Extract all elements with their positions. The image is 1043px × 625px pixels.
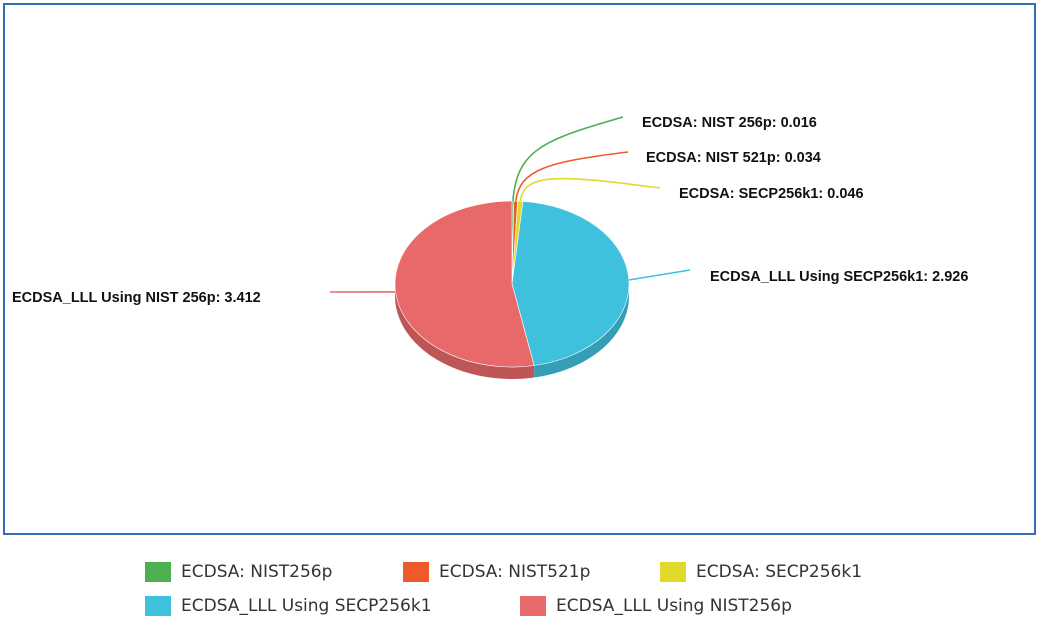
pie-slice-side [534, 284, 629, 378]
slice-data-label: ECDSA: SECP256k1: 0.046 [679, 186, 864, 202]
callout-line [515, 151, 629, 202]
legend-swatch [145, 562, 171, 582]
slice-data-label: ECDSA_LLL Using SECP256k1: 2.926 [710, 269, 968, 285]
legend-label: ECDSA_LLL Using SECP256k1 [181, 596, 432, 616]
legend-item[interactable]: ECDSA: NIST256p [145, 562, 332, 582]
legend-item[interactable]: ECDSA_LLL Using NIST256p [520, 596, 792, 616]
callout-line [519, 177, 661, 202]
slice-data-label: ECDSA: NIST 256p: 0.016 [642, 115, 817, 131]
pie-slice[interactable] [511, 201, 630, 366]
legend-swatch [520, 596, 546, 616]
legend-item[interactable]: ECDSA: NIST521p [403, 562, 590, 582]
legend-label: ECDSA_LLL Using NIST256p [556, 596, 792, 616]
legend-label: ECDSA: NIST256p [181, 562, 333, 582]
slice-data-label: ECDSA: NIST 521p: 0.034 [646, 150, 821, 166]
slice-data-label: ECDSA_LLL Using NIST 256p: 3.412 [12, 290, 261, 306]
callout-line [628, 269, 691, 281]
legend-swatch [660, 562, 686, 582]
pie-chart: ECDSA: NIST 256p: 0.016 ECDSA: NIST 521p:… [12, 115, 968, 379]
legend-swatch [145, 596, 171, 616]
legend-label: ECDSA: NIST521p [439, 562, 591, 582]
callout-line [512, 116, 624, 202]
pie-slice[interactable] [394, 200, 535, 368]
legend-label: ECDSA: SECP256k1 [696, 562, 863, 582]
legend-item[interactable]: ECDSA: SECP256k1 [660, 562, 862, 582]
legend-item[interactable]: ECDSA_LLL Using SECP256k1 [145, 596, 432, 616]
legend-swatch [403, 562, 429, 582]
